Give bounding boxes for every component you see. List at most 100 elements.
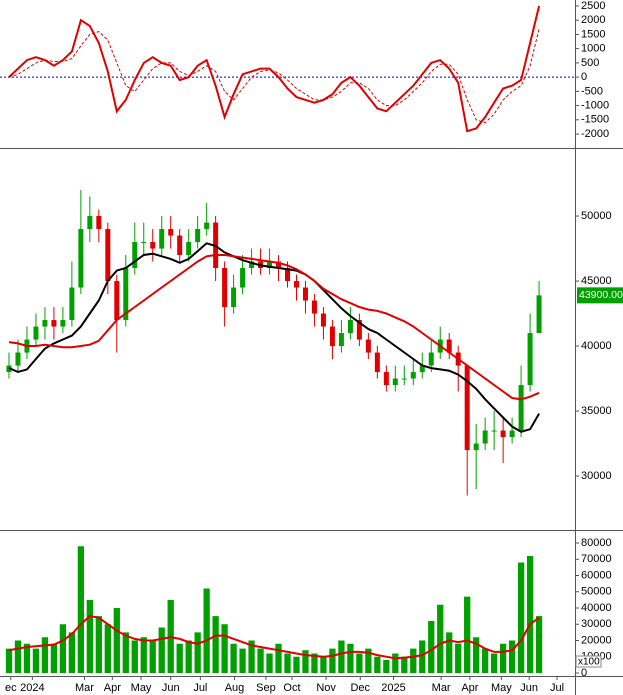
volume-bar [59,624,67,673]
unit-box [575,655,602,668]
volume-bar [23,643,31,673]
volume-bar [482,648,489,673]
candle-body [276,261,282,269]
candle-body [473,443,479,451]
volume-bar [185,640,192,673]
volume-bar [50,643,58,673]
x-tick-label: May [131,682,152,694]
candle-body [527,333,533,386]
volume-bar [158,627,165,673]
x-tick-label: 2024 [20,682,44,694]
y-tick-label: 30000 [581,618,612,630]
y-tick-label: 500 [581,57,599,69]
y-tick-label: 45000 [581,275,612,287]
candle-body [69,287,75,321]
candle-body [159,229,165,249]
candle-body [293,281,299,288]
candle-body [96,216,102,230]
x-tick-label: Sep [256,682,276,694]
candle-body [177,235,183,256]
y-tick-label: -1500 [581,114,609,126]
volume-bar [41,637,49,673]
volume-bar [329,648,336,673]
series-line [8,5,541,133]
volume-bar [508,640,516,673]
candle-body [500,430,506,438]
candle-body [374,352,380,373]
candle-body [491,430,497,432]
x-tick-label: Mar [75,682,94,694]
candle-body [419,365,425,373]
y-tick-label: 60000 [581,569,612,581]
volume-bar [311,653,318,673]
x-tick-label: Jun [520,682,538,694]
candle-body [518,385,524,431]
x-tick-label: Jul [193,682,207,694]
candle-body [267,261,273,269]
candle-body [347,320,353,334]
volume-bar [86,599,93,673]
series-line [8,254,540,401]
candle-body [231,287,237,308]
y-tick-label: 2500 [581,0,605,12]
volume-bar [149,640,156,673]
panel [6,190,542,496]
series-line [8,28,540,124]
candle-body [60,320,66,327]
candle-body [132,242,138,269]
x-tick-label: Mar [432,682,451,694]
candle-body [383,372,389,386]
candle-body [410,372,416,379]
volume-bar [266,653,273,673]
candle-body [150,242,156,249]
candle-body [365,339,371,353]
volume-bar [104,624,111,673]
y-tick-label: -1000 [581,99,609,111]
candle-body [141,242,147,244]
volume-bar [122,632,129,673]
x-tick-label: Jun [162,682,180,694]
volume-bar [212,616,219,673]
candle-body [482,430,488,444]
x-tick-label: Dec [350,682,370,694]
volume-bar [517,562,525,673]
y-tick-label: 50000 [581,210,612,222]
volume-bar [419,640,426,673]
volume-bar [455,643,462,673]
candle-body [338,333,344,347]
candle-body [114,281,120,321]
y-tick-label: 1500 [581,28,605,40]
x-tick-label: Apr [461,682,478,694]
volume-bar [320,656,327,673]
volume-bar [383,659,390,673]
x-tick-label: 2025 [381,682,405,694]
volume-bar [356,653,363,673]
volume-bar [392,653,399,673]
volume-bar [68,632,76,673]
x-tick-label: Jul [550,682,564,694]
candle-body [33,326,39,340]
volume-bar [5,648,13,673]
y-tick-label: 1000 [581,43,605,55]
candle-body [320,313,326,327]
candle-body [87,216,93,230]
y-tick-label: 40000 [581,340,612,352]
y-tick-label: -2000 [581,128,609,140]
volume-bar [437,604,444,673]
volume-bar [347,643,354,673]
candle-body [78,229,84,288]
volume-bar [131,640,138,673]
panel [5,546,543,673]
volume-bar [473,637,480,673]
candle-body [105,229,111,282]
volume-bar [446,632,453,673]
volume-bar [365,648,372,673]
volume-bar [464,596,471,673]
candle-body [428,352,434,366]
y-tick-label: 20000 [581,634,612,646]
volume-bar [32,648,40,673]
y-tick-label: 0 [581,71,587,83]
candle-body [42,320,48,327]
